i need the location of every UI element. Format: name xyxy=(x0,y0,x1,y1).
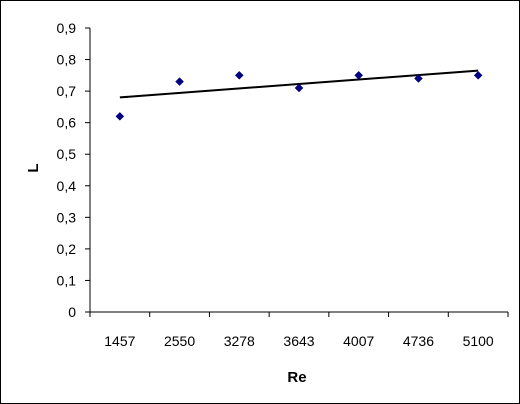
data-point xyxy=(414,74,423,83)
y-tick-label: 0,4 xyxy=(57,178,77,194)
x-axis-title: Re xyxy=(287,369,306,386)
y-axis-title: L xyxy=(25,163,42,172)
x-tick-label: 2550 xyxy=(164,333,195,349)
y-tick-label: 0,1 xyxy=(57,272,77,288)
axes xyxy=(85,27,509,317)
y-tick-label: 0,9 xyxy=(57,20,77,36)
y-tick-label: 0,3 xyxy=(57,209,77,225)
y-tick-label: 0 xyxy=(68,304,76,320)
y-tick-label: 0,2 xyxy=(57,241,77,257)
x-tick-label: 3643 xyxy=(283,333,314,349)
tick-labels: 0 0,1 0,2 0,3 0,4 0,5 0,6 0,7 0,8 0,9 1457 2550 3278… xyxy=(57,20,494,349)
data-point xyxy=(175,77,184,86)
x-tick-label: 1457 xyxy=(104,333,135,349)
data-point xyxy=(473,70,483,80)
data-point xyxy=(234,70,244,80)
y-tick-label: 0,6 xyxy=(57,115,77,131)
x-tick-label: 4007 xyxy=(343,333,374,349)
data-point xyxy=(354,70,364,80)
y-tick-label: 0,7 xyxy=(57,83,77,99)
data-point xyxy=(294,83,304,93)
data-point xyxy=(115,112,125,121)
x-tick-label: 3278 xyxy=(224,333,255,349)
y-tick-label: 0,5 xyxy=(57,146,77,162)
x-tick-label: 4736 xyxy=(403,333,434,349)
y-tick-label: 0,8 xyxy=(57,52,77,68)
data-points xyxy=(115,70,483,121)
x-tick-label: 5100 xyxy=(463,333,494,349)
